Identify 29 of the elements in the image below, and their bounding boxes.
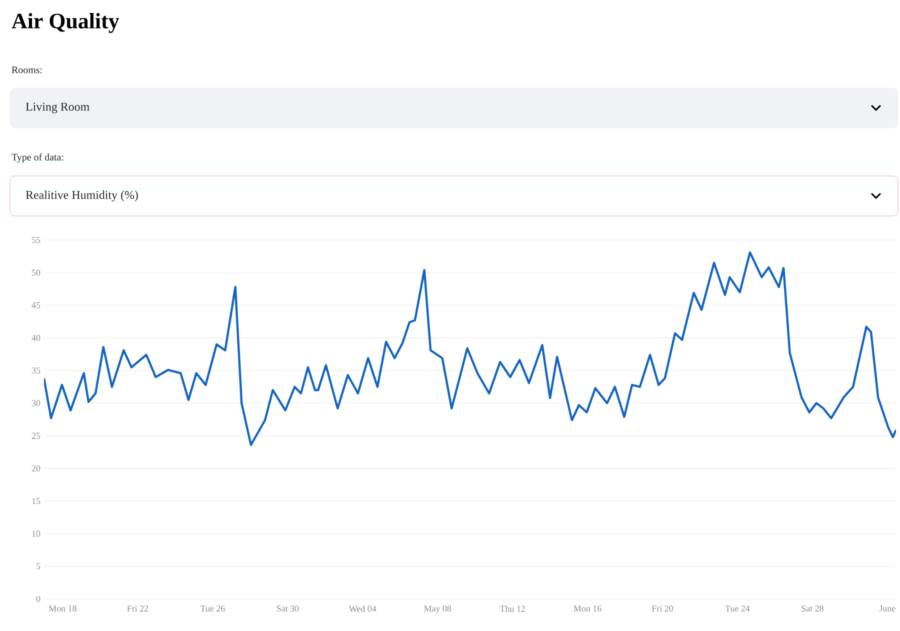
y-tick-label: 40 [32,334,40,341]
y-tick-label: 25 [32,432,40,439]
y-tick-label: 10 [32,530,40,537]
y-tick-label: 0 [36,596,40,602]
x-tick-label: June [879,606,896,612]
x-tick-label: Wed 04 [348,606,376,612]
chart-title: Air Quality [12,13,120,33]
y-tick-label: 45 [32,302,40,308]
x-tick-label: May 08 [424,606,452,614]
y-tick-label: 50 [32,270,40,276]
y-tick-label: 30 [32,400,40,406]
y-tick-label: 5 [36,563,40,570]
text: Type of data: [12,153,64,163]
y-tick-label: 15 [32,498,40,504]
x-tick-label: Thu 12 [500,606,525,612]
x-tick-label: Fri 22 [127,606,148,612]
text: Rooms: [12,66,42,74]
y-tick-label: 35 [32,368,40,374]
text: Realitive Humidity (%) [26,190,138,202]
x-tick-label: Fri 20 [652,606,673,612]
x-tick-label: Tue 26 [200,606,225,612]
x-tick-label: Sat 30 [276,606,299,612]
text: Living Room [26,102,90,114]
y-tick-label: 55 [32,237,40,243]
x-tick-label: Sat 28 [802,606,824,612]
x-tick-label: Mon 18 [48,606,76,612]
x-tick-label: Mon 16 [574,606,602,612]
y-tick-label: 20 [32,465,40,472]
x-tick-label: Tue 24 [725,606,750,612]
